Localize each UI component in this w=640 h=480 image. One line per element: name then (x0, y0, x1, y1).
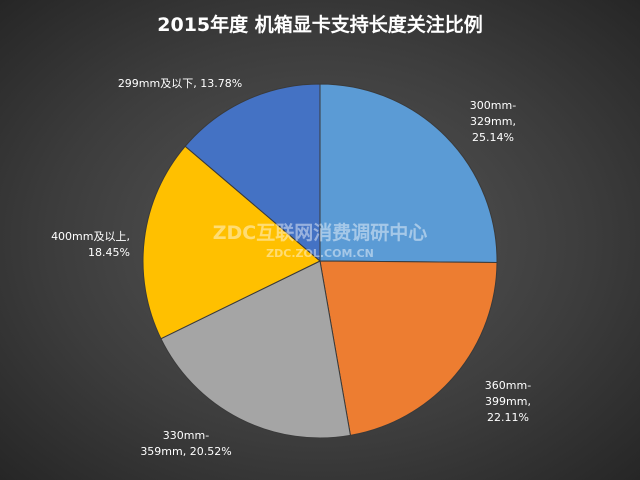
watermark: ZDC互联网消费调研中心 (212, 222, 428, 244)
pie-slice (319, 260, 498, 436)
pie-slice (142, 145, 321, 340)
data-label: 299mm及以下, 13.78% (117, 77, 243, 90)
data-label: 330mm-359mm, 20.52% (140, 429, 232, 458)
chart-title: 2015年度 机箱显卡支持长度关注比例 (157, 14, 483, 36)
pie-slice (319, 83, 498, 264)
data-label: 360mm-399mm, 22.11% (484, 379, 532, 424)
watermark-url: ZDC.ZOL.COM.CN (266, 247, 374, 260)
data-label: 400mm及以上, 18.45% (51, 230, 130, 259)
pie-slice (160, 260, 352, 439)
data-label: 300mm-329mm, 25.14% (469, 99, 517, 144)
pie-slice (184, 83, 321, 263)
